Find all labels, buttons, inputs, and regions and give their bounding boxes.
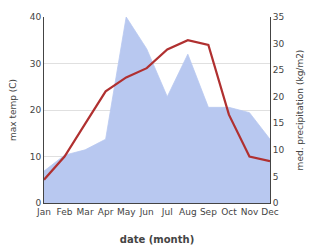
svg-text:Jan: Jan bbox=[36, 207, 51, 217]
svg-text:30: 30 bbox=[273, 39, 285, 49]
svg-text:10: 10 bbox=[30, 152, 42, 162]
svg-text:med. precipitation (kg/m2): med. precipitation (kg/m2) bbox=[295, 50, 305, 171]
svg-text:15: 15 bbox=[273, 118, 284, 128]
svg-text:Oct: Oct bbox=[221, 207, 237, 217]
svg-text:35: 35 bbox=[273, 12, 284, 22]
svg-text:25: 25 bbox=[273, 65, 284, 75]
svg-text:Jun: Jun bbox=[139, 207, 154, 217]
svg-text:Nov: Nov bbox=[241, 207, 259, 217]
svg-text:date (month): date (month) bbox=[120, 234, 194, 245]
svg-text:20: 20 bbox=[273, 92, 285, 102]
svg-text:Sep: Sep bbox=[200, 207, 217, 217]
svg-text:5: 5 bbox=[273, 172, 279, 182]
svg-text:10: 10 bbox=[273, 145, 285, 155]
svg-text:20: 20 bbox=[30, 105, 42, 115]
svg-text:Aug: Aug bbox=[179, 207, 197, 217]
svg-text:0: 0 bbox=[35, 198, 41, 208]
svg-text:May: May bbox=[117, 207, 136, 217]
svg-text:Jul: Jul bbox=[161, 207, 173, 217]
svg-text:Apr: Apr bbox=[98, 207, 114, 217]
svg-text:Dec: Dec bbox=[261, 207, 278, 217]
svg-text:Mar: Mar bbox=[77, 207, 94, 217]
svg-text:Feb: Feb bbox=[57, 207, 73, 217]
svg-text:40: 40 bbox=[30, 12, 42, 22]
svg-text:0: 0 bbox=[273, 198, 279, 208]
svg-text:30: 30 bbox=[30, 59, 42, 69]
svg-text:max temp (C): max temp (C) bbox=[8, 79, 18, 141]
